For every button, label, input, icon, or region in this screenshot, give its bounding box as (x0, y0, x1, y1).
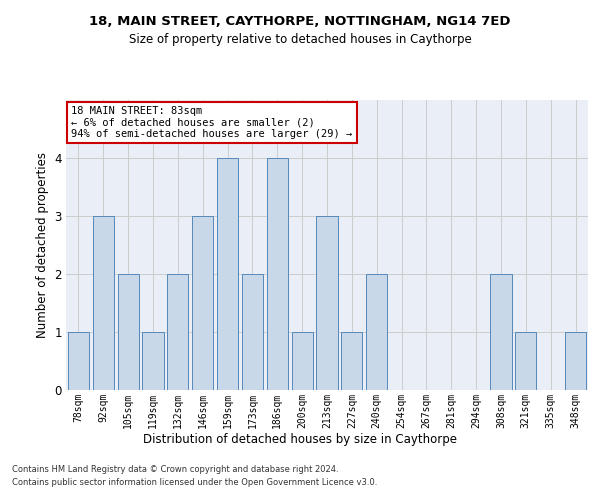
Bar (515, 332, 536, 390)
Bar (93, 216, 114, 390)
Bar (366, 274, 387, 390)
Bar (167, 274, 188, 390)
Text: 18, MAIN STREET, CAYTHORPE, NOTTINGHAM, NG14 7ED: 18, MAIN STREET, CAYTHORPE, NOTTINGHAM, … (89, 15, 511, 28)
Bar (68, 332, 89, 390)
Bar (242, 274, 263, 390)
Bar (292, 332, 313, 390)
Bar (490, 274, 512, 390)
Bar (341, 332, 362, 390)
Bar (142, 332, 164, 390)
Bar (316, 216, 338, 390)
Bar (217, 158, 238, 390)
Text: Contains public sector information licensed under the Open Government Licence v3: Contains public sector information licen… (12, 478, 377, 487)
Bar (118, 274, 139, 390)
Text: Size of property relative to detached houses in Caythorpe: Size of property relative to detached ho… (128, 32, 472, 46)
Text: Distribution of detached houses by size in Caythorpe: Distribution of detached houses by size … (143, 432, 457, 446)
Text: Contains HM Land Registry data © Crown copyright and database right 2024.: Contains HM Land Registry data © Crown c… (12, 466, 338, 474)
Bar (565, 332, 586, 390)
Bar (192, 216, 213, 390)
Bar (267, 158, 288, 390)
Y-axis label: Number of detached properties: Number of detached properties (36, 152, 49, 338)
Text: 18 MAIN STREET: 83sqm
← 6% of detached houses are smaller (2)
94% of semi-detach: 18 MAIN STREET: 83sqm ← 6% of detached h… (71, 106, 352, 139)
